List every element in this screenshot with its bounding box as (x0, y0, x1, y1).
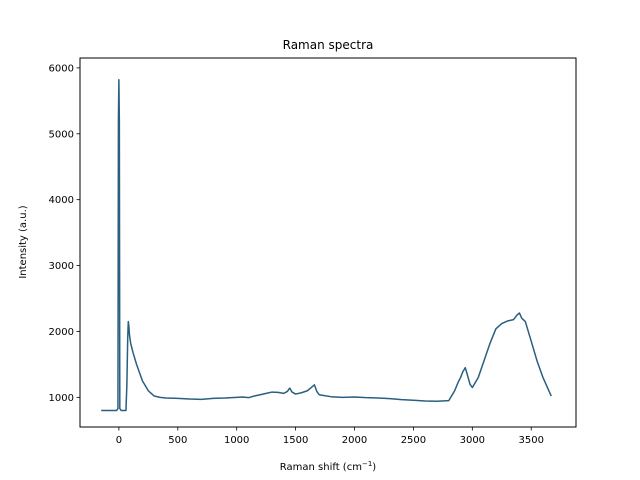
y-tick-label: 4000 (49, 195, 74, 206)
chart-title: Raman spectra (283, 38, 374, 52)
y-tick-label: 1000 (49, 393, 74, 404)
y-axis: 1000 2000 3000 4000 5000 6000 (49, 63, 80, 404)
x-tick-label: 1500 (283, 435, 308, 446)
y-axis-label: Intensity (a.u.) (18, 205, 29, 278)
y-tick-label: 5000 (49, 129, 74, 140)
y-tick-label: 6000 (49, 63, 74, 74)
x-tick-label: 3500 (519, 435, 544, 446)
x-axis-label: Raman shift (cm−1) (280, 460, 376, 473)
x-tick-label: 3000 (460, 435, 485, 446)
y-tick-label: 2000 (49, 327, 74, 338)
x-tick-label: 2000 (342, 435, 367, 446)
plot-frame (79, 57, 577, 428)
x-tick-label: 2500 (401, 435, 426, 446)
x-tick-label: 0 (116, 435, 122, 446)
x-tick-label: 500 (168, 435, 187, 446)
y-tick-label: 3000 (49, 261, 74, 272)
plot-area (101, 78, 552, 412)
spectrum-line (101, 78, 552, 412)
x-tick-label: 1000 (224, 435, 249, 446)
x-axis: 0 500 1000 1500 2000 2500 3000 3500 (116, 427, 544, 446)
